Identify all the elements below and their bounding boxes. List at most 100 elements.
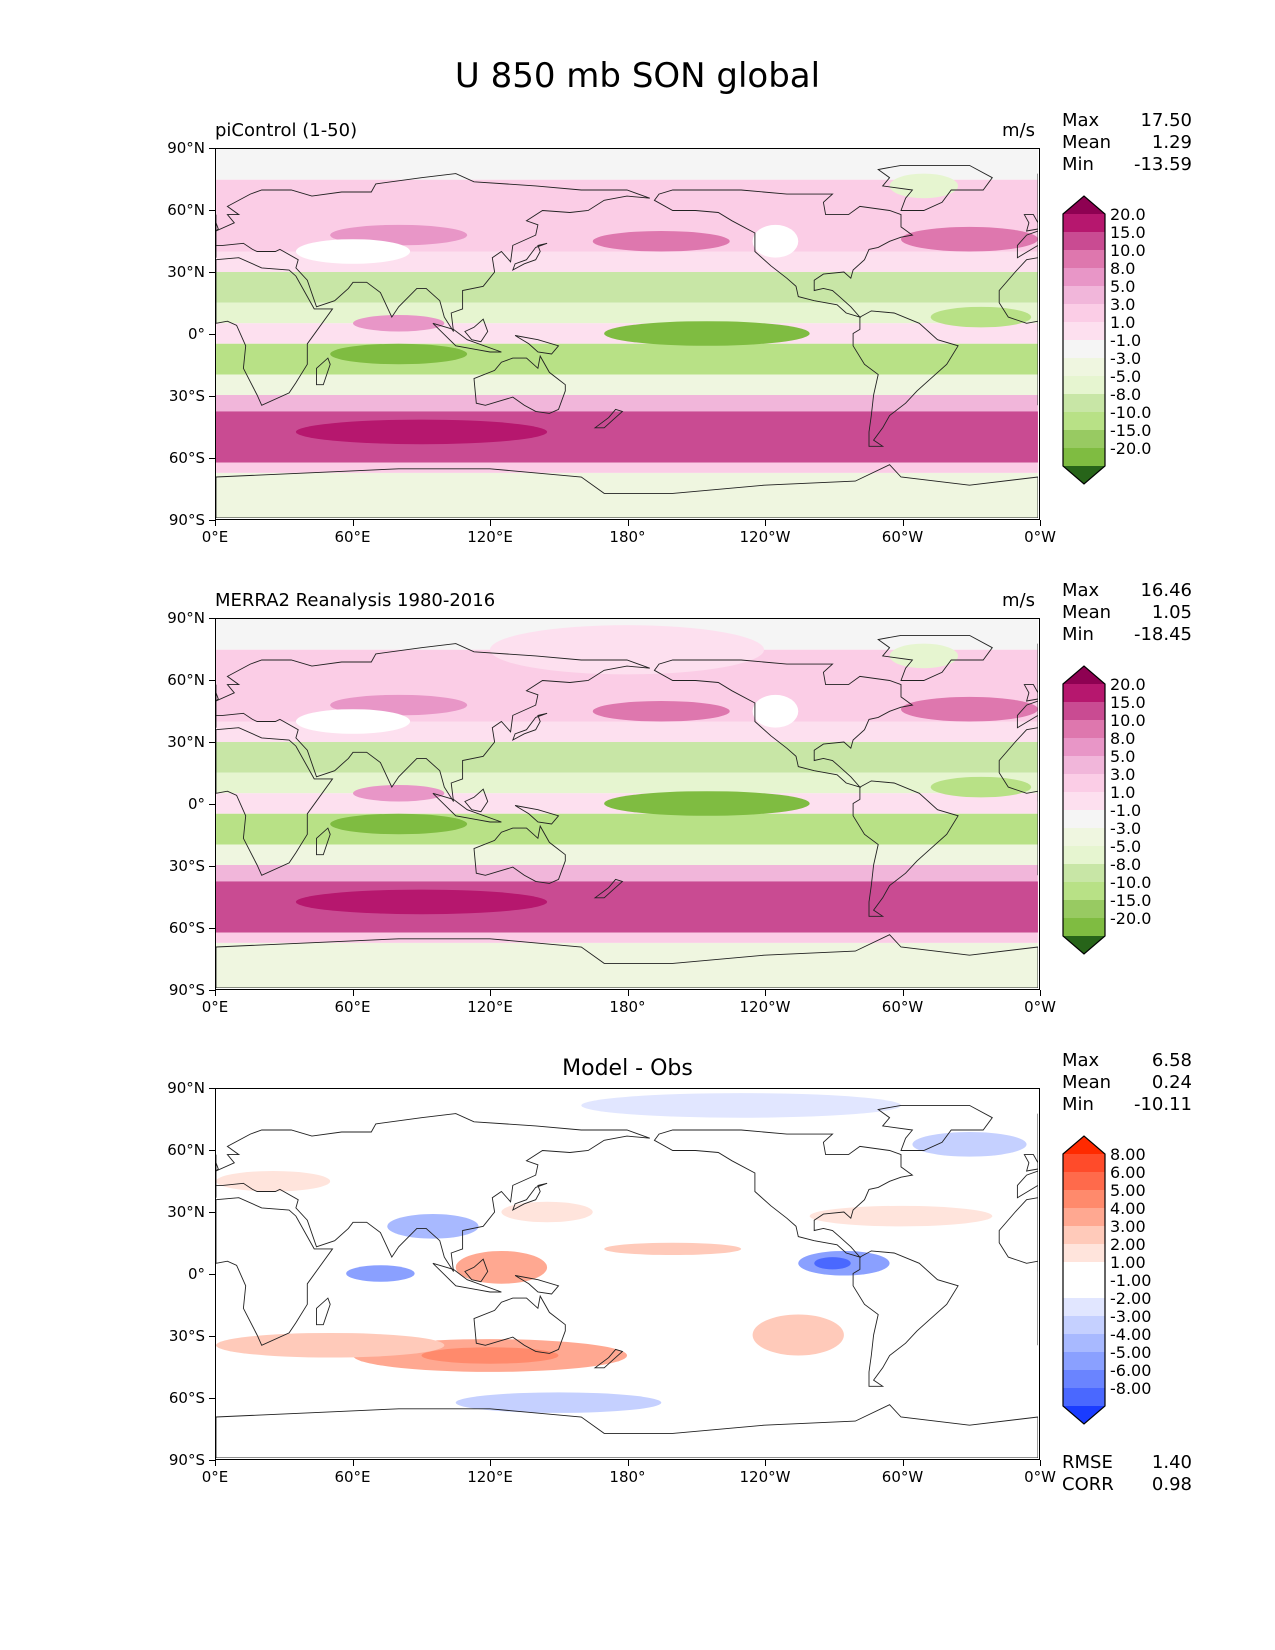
colorbar-tick-label: 20.0 [1110, 205, 1146, 224]
coast-greenland [877, 164, 993, 211]
lat-label: 60°N [167, 201, 205, 219]
stat-row: Min -10.11 [1062, 1094, 1192, 1116]
lon-tick [765, 520, 767, 526]
colorbar-segment [1063, 756, 1105, 774]
colorbar-segment [1063, 1244, 1105, 1262]
lon-label: 0°W [1024, 528, 1056, 546]
coast-newguinea [514, 1275, 560, 1295]
colorbar-tick-label: -1.0 [1110, 801, 1142, 820]
colorbar-tick-label: 1.0 [1110, 783, 1136, 802]
colorbar-segment [1063, 828, 1105, 846]
greenland-field [889, 643, 959, 669]
colorbar-tick-label: 4.00 [1110, 1199, 1146, 1218]
lon-label: 60°W [881, 528, 924, 546]
lon-label: 120°W [739, 998, 791, 1016]
colorbar-tick-label: 6.00 [1110, 1163, 1146, 1182]
colorbar [1062, 1135, 1106, 1425]
colorbar-segment [1063, 196, 1105, 214]
colorbar-tick-label: -15.0 [1110, 891, 1152, 910]
stat-row: Mean 1.29 [1062, 132, 1192, 154]
jet-core-atlantic [901, 696, 1038, 722]
lat-label: 60°N [167, 1141, 205, 1159]
diff-europe-pos [216, 1171, 331, 1192]
colorbar-segment [1063, 448, 1105, 466]
colorbar-tick-label: -5.0 [1110, 367, 1142, 386]
map-svg [216, 1093, 1038, 1458]
colorbar-tick-label: 3.0 [1110, 765, 1136, 784]
colorbar-tick-label: 1.0 [1110, 313, 1136, 332]
colorbar-tick-label: -5.00 [1110, 1343, 1152, 1362]
lon-tick [902, 990, 904, 996]
coast-north_america [653, 1129, 914, 1258]
stat-value: 0.24 [1151, 1072, 1192, 1093]
coast-newguinea [514, 335, 560, 355]
colorbar-tick-label: -1.0 [1110, 331, 1142, 350]
lat-label: 90°S [168, 981, 205, 999]
lon-tick [627, 1460, 629, 1466]
lon-label: 0°E [201, 998, 229, 1016]
lat-tick [209, 1274, 215, 1276]
colorbar-tick-label: -8.0 [1110, 855, 1142, 874]
lon-label: 60°E [334, 528, 371, 546]
indian-westerly [353, 315, 445, 332]
colorbar-outline [1062, 665, 1106, 955]
colorbar [1062, 195, 1106, 485]
diff-mc-pos [455, 1250, 548, 1284]
lat-tick [209, 990, 215, 992]
indian-westerly [353, 785, 445, 802]
coast-borneo [464, 788, 489, 813]
lon-label: 180° [609, 1468, 646, 1486]
lat-tick [209, 272, 215, 274]
lat-label: 0° [187, 325, 205, 343]
field-westerlies-s-edge [216, 395, 1038, 412]
field-westerlies-s-edge [216, 865, 1038, 882]
colorbar-segment [1063, 792, 1105, 810]
coast-australia [473, 354, 566, 414]
lat-label: 90°S [168, 511, 205, 529]
colorbar-segment [1063, 232, 1105, 250]
field-polar-n [216, 149, 1038, 180]
colorbar-tick-label: -10.0 [1110, 403, 1152, 422]
lon-label: 0°E [201, 1468, 229, 1486]
map-svg [216, 619, 1038, 988]
colorbar-segment [1063, 810, 1105, 828]
coast-newguinea [514, 805, 560, 825]
figure-title: U 850 mb SON global [454, 56, 821, 96]
colorbar-segment [1063, 394, 1105, 412]
rockies-mask [752, 694, 799, 728]
diff-india-neg [387, 1214, 479, 1239]
coast-australia [473, 824, 566, 884]
lon-tick [215, 990, 217, 996]
colorbar-segment [1063, 1298, 1105, 1316]
coastlines [216, 634, 1038, 988]
lat-label: 60°N [167, 671, 205, 689]
lon-label: 0°E [201, 528, 229, 546]
coast-madagascar [316, 1297, 331, 1326]
colorbar-tick-label: -15.0 [1110, 421, 1152, 440]
lon-tick [352, 1460, 354, 1466]
lat-tick [209, 680, 215, 682]
stat-row: Min -13.59 [1062, 154, 1192, 176]
trade-core-atlantic [930, 776, 1032, 798]
stat-label: CORR [1062, 1474, 1114, 1495]
stat-row: Min -18.45 [1062, 624, 1192, 646]
stat-row: Max 17.50 [1062, 110, 1192, 132]
lat-label: 0° [187, 1265, 205, 1283]
colorbar-segment [1063, 702, 1105, 720]
colorbar-segment [1063, 684, 1105, 702]
lon-tick [902, 1460, 904, 1466]
colorbar-segment [1063, 918, 1105, 936]
colorbar-segment [1063, 322, 1105, 340]
lat-label: 30°N [167, 733, 205, 751]
stat-label: Min [1062, 154, 1094, 175]
diff-natl-neg [912, 1132, 1027, 1157]
stat-row: Mean 1.05 [1062, 602, 1192, 624]
coast-africa [216, 1197, 334, 1346]
lon-tick [902, 520, 904, 526]
diff-arctic-neg [581, 1093, 901, 1118]
jet-core-pacific [592, 701, 730, 722]
diff-s-pos-center [421, 1347, 559, 1364]
colorbar-tick-label: 15.0 [1110, 693, 1146, 712]
coast-eurasia [216, 643, 650, 802]
lon-tick [490, 520, 492, 526]
